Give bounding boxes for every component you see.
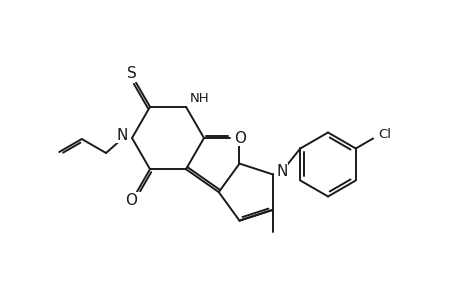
Text: N: N — [116, 128, 128, 142]
Text: O: O — [234, 130, 246, 146]
Text: Cl: Cl — [378, 128, 391, 141]
Text: O: O — [125, 193, 137, 208]
Text: NH: NH — [190, 92, 209, 105]
Text: N: N — [276, 164, 287, 179]
Text: S: S — [127, 66, 137, 81]
